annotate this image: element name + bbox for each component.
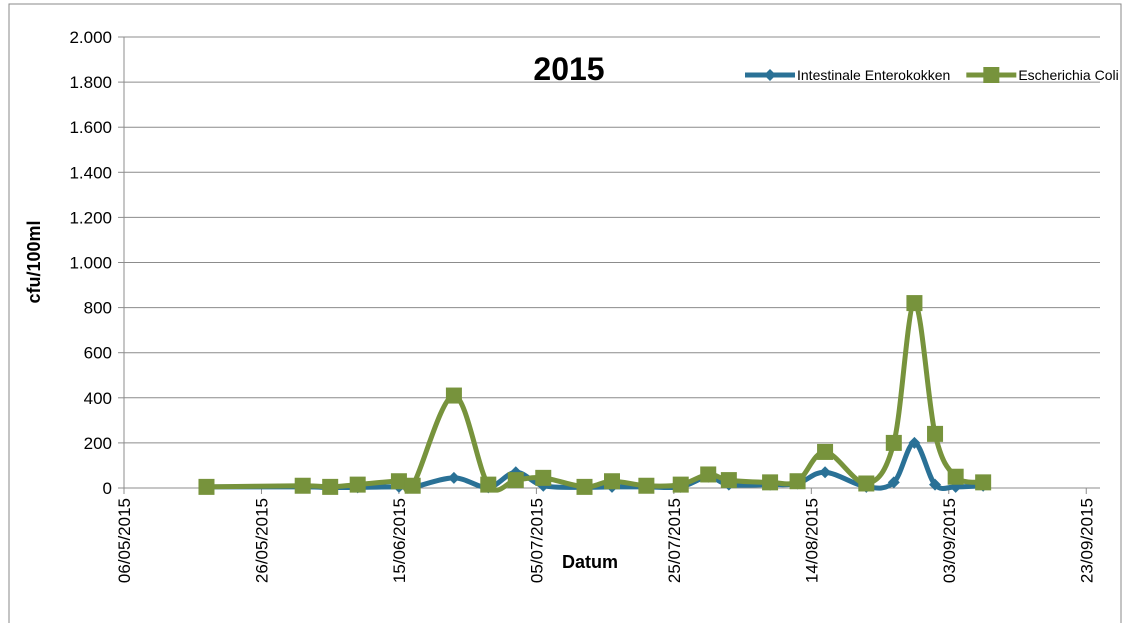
y-tick-label: 400 bbox=[84, 389, 112, 408]
marker bbox=[390, 473, 407, 490]
x-tick-label: 15/06/2015 bbox=[390, 498, 409, 583]
y-tick-label: 0 bbox=[103, 479, 112, 498]
series-line bbox=[206, 300, 984, 494]
marker bbox=[983, 67, 1000, 83]
marker bbox=[885, 434, 902, 451]
x-tick-label: 05/07/2015 bbox=[527, 498, 546, 583]
marker bbox=[720, 472, 737, 489]
marker bbox=[445, 387, 462, 404]
x-tick-label: 26/05/2015 bbox=[252, 498, 271, 583]
y-axis-title: cfu/100ml bbox=[24, 220, 44, 303]
y-tick-label: 800 bbox=[84, 299, 112, 318]
marker bbox=[638, 477, 655, 494]
y-tick-label: 600 bbox=[84, 344, 112, 363]
marker bbox=[535, 469, 552, 486]
legend-item: Intestinale Enterokokken bbox=[745, 67, 950, 83]
marker bbox=[929, 478, 942, 491]
marker bbox=[817, 443, 834, 460]
y-tick-label: 1.200 bbox=[69, 208, 112, 227]
marker bbox=[700, 466, 717, 483]
y-tick-label: 200 bbox=[84, 434, 112, 453]
x-tick-label: 06/05/2015 bbox=[115, 498, 134, 583]
marker bbox=[349, 476, 366, 493]
x-axis-title: Datum bbox=[562, 552, 618, 572]
marker bbox=[672, 476, 689, 493]
y-tick-label: 1.800 bbox=[69, 73, 112, 92]
chart-title: 2015 bbox=[533, 51, 604, 87]
marker bbox=[908, 436, 921, 449]
chart-border bbox=[8, 3, 1122, 623]
legend-label: Intestinale Enterokokken bbox=[797, 67, 950, 83]
x-tick-label: 25/07/2015 bbox=[665, 498, 684, 583]
marker bbox=[604, 473, 620, 490]
marker bbox=[198, 478, 215, 495]
marker bbox=[294, 477, 311, 494]
marker bbox=[447, 471, 460, 484]
legend-item: Escherichia Coli bbox=[966, 67, 1119, 83]
marker bbox=[975, 474, 992, 491]
y-tick-label: 1.600 bbox=[69, 118, 112, 137]
marker bbox=[404, 477, 421, 494]
marker bbox=[789, 473, 806, 490]
marker bbox=[762, 474, 779, 491]
marker bbox=[947, 468, 964, 485]
marker bbox=[480, 476, 497, 493]
y-tick-label: 2.000 bbox=[69, 28, 112, 47]
marker bbox=[507, 472, 524, 489]
y-tick-label: 1.400 bbox=[69, 163, 112, 182]
marker bbox=[764, 69, 776, 81]
x-tick-label: 14/08/2015 bbox=[802, 498, 821, 583]
x-tick-label: 23/09/2015 bbox=[1077, 498, 1096, 583]
marker bbox=[819, 466, 832, 479]
marker bbox=[906, 295, 923, 312]
marker bbox=[887, 476, 900, 489]
legend-label: Escherichia Coli bbox=[1018, 67, 1118, 83]
x-tick-label: 03/09/2015 bbox=[940, 498, 959, 583]
marker bbox=[927, 425, 944, 442]
y-tick-label: 1.000 bbox=[69, 254, 112, 273]
marker bbox=[858, 475, 875, 492]
marker bbox=[576, 478, 593, 495]
marker bbox=[322, 478, 339, 495]
